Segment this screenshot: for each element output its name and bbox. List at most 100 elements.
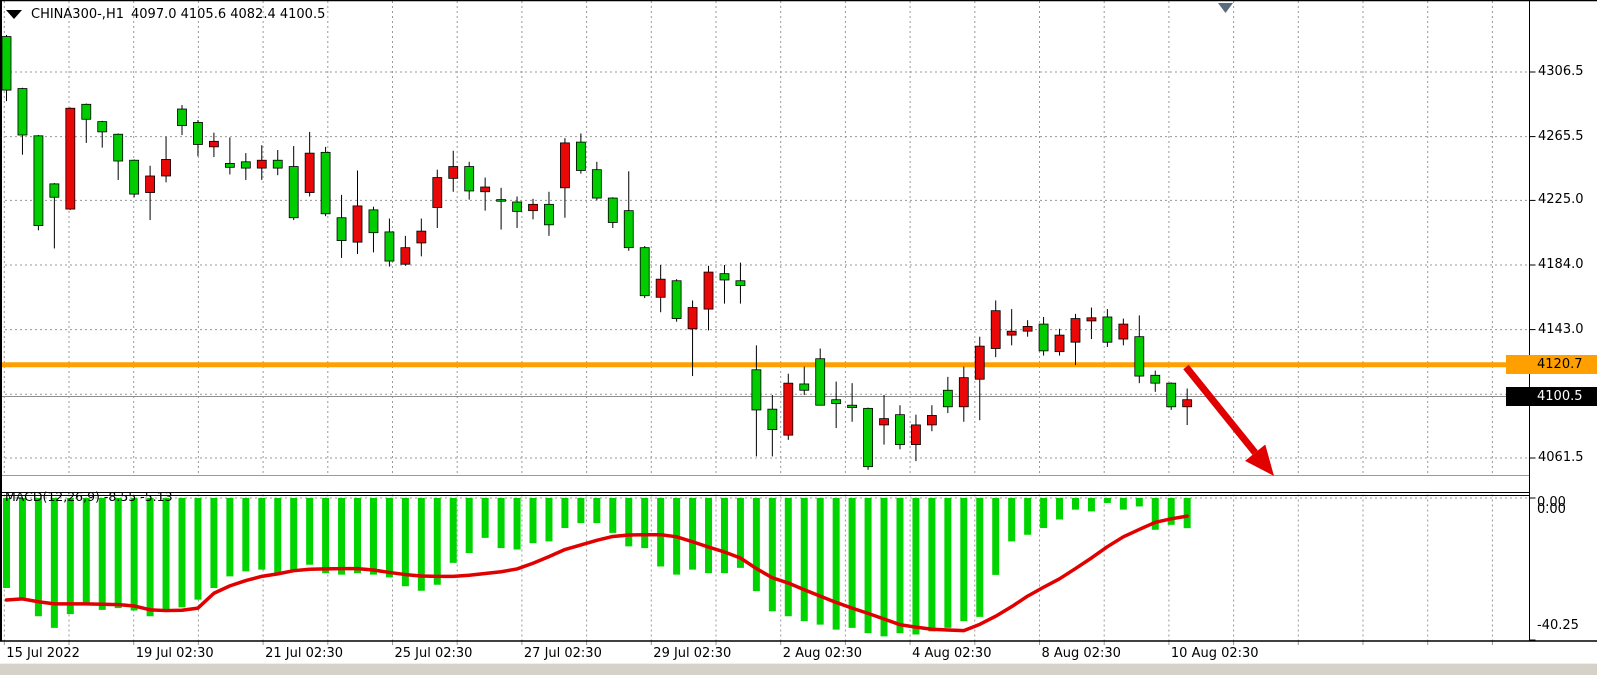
- candle-body: [671, 280, 682, 319]
- candle-body: [272, 159, 283, 169]
- candle-body: [831, 399, 842, 405]
- time-axis-label: 25 Jul 02:30: [394, 646, 473, 661]
- ohlc-quotes-label: 4097.0 4105.6 4082.4 4100.5: [131, 7, 326, 22]
- candle-body: [448, 166, 459, 179]
- price-axis-label: 4225.0: [1538, 192, 1584, 208]
- candle-body: [512, 201, 522, 212]
- time-axis-label: 10 Aug 02:30: [1170, 646, 1259, 661]
- candle-body: [544, 203, 554, 226]
- time-axis-label: 27 Jul 02:30: [523, 646, 602, 661]
- candle-body: [799, 383, 810, 391]
- candle-body: [767, 408, 778, 431]
- price-axis-label: 4184.0: [1538, 256, 1584, 272]
- candle-body: [735, 280, 746, 286]
- candle-body: [623, 210, 634, 249]
- candle-body: [911, 424, 921, 446]
- candle-body: [751, 369, 762, 411]
- price-axis-label: 4265.5: [1538, 128, 1584, 144]
- candle-body: [240, 161, 251, 169]
- candle-body: [304, 152, 315, 193]
- candle-body: [65, 107, 76, 210]
- candle-body: [687, 307, 698, 330]
- horizontal-line-level-badge: 4120.7: [1506, 355, 1597, 375]
- candle-body: [193, 122, 203, 145]
- candle-body: [49, 183, 60, 198]
- time-axis-label: 21 Jul 02:30: [265, 646, 344, 661]
- candle-body: [863, 407, 873, 468]
- candle-body: [847, 404, 858, 408]
- candle-body: [400, 247, 411, 265]
- time-axis-label: 29 Jul 02:30: [653, 646, 732, 661]
- candle-body: [17, 88, 28, 136]
- trend-arrow-head[interactable]: [1245, 444, 1274, 476]
- candle-body: [113, 133, 124, 162]
- macd-signal-line: [4, 514, 1189, 633]
- candle-body: [1102, 316, 1113, 343]
- time-axis-label: 8 Aug 02:30: [1041, 646, 1121, 661]
- candle-body: [1086, 317, 1097, 322]
- candle-body: [655, 278, 666, 298]
- candle-body: [879, 418, 889, 426]
- candle-body: [719, 273, 730, 281]
- candle-body: [942, 389, 953, 408]
- window-bottom-edge: [0, 663, 1597, 675]
- candle-body: [1134, 336, 1145, 377]
- trend-arrow-shaft[interactable]: [1183, 364, 1258, 455]
- time-axis-label: 4 Aug 02:30: [912, 646, 992, 661]
- symbol-dropdown-arrow-icon[interactable]: [6, 10, 22, 19]
- candle-body: [384, 231, 395, 262]
- candle-body: [416, 230, 427, 244]
- candle-body: [496, 199, 507, 202]
- price-axis-label: 4143.0: [1538, 321, 1584, 337]
- macd-axis-label: -40.25: [1537, 618, 1579, 633]
- candle-body: [926, 415, 937, 426]
- chart-left-border: [0, 0, 2, 641]
- candle-body: [1054, 334, 1065, 353]
- symbol-period-label: CHINA300-,H1: [31, 7, 124, 22]
- candle-body: [783, 382, 794, 436]
- candle-body: [1022, 326, 1033, 332]
- current-price-badge: 4100.5: [1506, 387, 1597, 407]
- price-axis-label: 4061.5: [1538, 449, 1584, 465]
- candle-body: [958, 377, 969, 408]
- candle-body: [145, 175, 155, 193]
- candle-body: [560, 142, 570, 189]
- time-axis-label: 2 Aug 02:30: [782, 646, 863, 661]
- candle-body: [1, 36, 12, 91]
- candle-body: [432, 177, 443, 208]
- candle-body: [703, 271, 714, 310]
- candle-body: [81, 103, 92, 120]
- candle-body: [256, 159, 267, 169]
- candle-body: [591, 169, 602, 199]
- candle-body: [177, 108, 187, 126]
- candle-body: [1070, 318, 1081, 343]
- candle-body: [815, 358, 826, 406]
- price-axis-label: 4306.5: [1538, 64, 1584, 79]
- candle-body: [895, 414, 905, 446]
- candle-body: [1150, 374, 1161, 384]
- candle-body: [1182, 399, 1193, 408]
- candle-body: [209, 140, 219, 148]
- candle-body: [224, 162, 235, 168]
- candle-body: [974, 345, 985, 380]
- candle-body: [480, 186, 491, 193]
- candle-body: [575, 141, 586, 171]
- candle-body: [1006, 330, 1017, 336]
- candle-body: [33, 135, 44, 227]
- candle-body: [1038, 323, 1049, 352]
- shift-marker-icon[interactable]: [1218, 3, 1233, 13]
- candle-body: [320, 151, 331, 215]
- candle-body: [1166, 382, 1177, 408]
- macd-indicator-label: MACD(12,26,9) -8.55 -5.13: [5, 489, 173, 504]
- candle-body: [528, 203, 538, 212]
- candle-body: [161, 159, 171, 177]
- time-axis-label: 19 Jul 02:30: [135, 646, 214, 661]
- chart-title: CHINA300-,H1 4097.0 4105.6 4082.4 4100.5: [6, 7, 325, 22]
- candle-body: [368, 209, 379, 234]
- time-axis-label: 15 Jul 2022: [6, 646, 80, 661]
- candle-body: [336, 217, 347, 241]
- candle-body: [352, 205, 363, 243]
- candle-body: [97, 121, 108, 133]
- candle-body: [129, 159, 140, 195]
